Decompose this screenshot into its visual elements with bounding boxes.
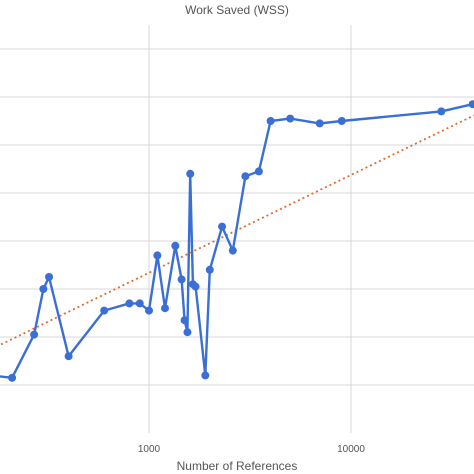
data-point-1 [8, 373, 17, 382]
data-point-29 [437, 107, 446, 116]
data-point-6 [100, 306, 109, 315]
data-point-27 [315, 119, 324, 128]
data-point-19 [201, 371, 210, 380]
data-point-26 [286, 114, 295, 123]
data-point-15 [183, 328, 192, 337]
trendline [0, 114, 474, 346]
data-point-28 [337, 117, 346, 125]
x-tick-label-0: 1000 [138, 444, 161, 455]
data-point-11 [160, 304, 169, 313]
x-tick-label-1: 10000 [337, 444, 365, 455]
data-point-21 [218, 222, 227, 231]
data-point-3 [39, 285, 48, 293]
trendline-line [0, 114, 474, 346]
data-point-20 [205, 265, 214, 274]
chart-title: Work Saved (WSS) [185, 3, 289, 17]
data-point-4 [45, 273, 54, 281]
data-point-18 [191, 282, 200, 291]
data-point-25 [266, 117, 275, 125]
data-point-22 [228, 246, 237, 255]
x-axis-label: Number of References [177, 459, 298, 473]
data-point-10 [153, 251, 162, 260]
data-point-16 [186, 169, 195, 178]
grid [0, 25, 474, 433]
data-point-9 [145, 306, 153, 315]
data-point-13 [177, 275, 186, 284]
x-tick-labels: 1000 10000 [138, 444, 365, 455]
data-point-8 [135, 299, 144, 308]
data-point-23 [241, 172, 250, 181]
data-point-2 [30, 330, 39, 339]
data-point-12 [171, 241, 180, 250]
data-point-24 [254, 167, 263, 176]
data-point-14 [180, 316, 189, 325]
data-point-30 [468, 100, 474, 109]
data-point-5 [64, 352, 73, 361]
data-series [0, 100, 474, 382]
data-point-7 [125, 299, 134, 308]
